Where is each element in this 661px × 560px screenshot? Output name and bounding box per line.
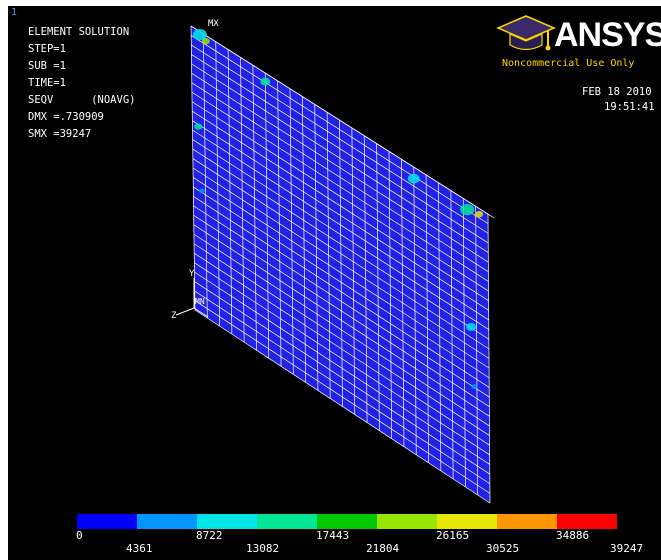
mesh-line-horizontal <box>191 63 489 253</box>
legend-label-top: 17443 <box>316 529 350 542</box>
max-marker: MX <box>208 19 219 29</box>
contour-legend <box>76 513 618 530</box>
legend-label-top: 8722 <box>196 529 223 542</box>
mesh-line-horizontal <box>193 196 490 388</box>
legend-band <box>137 514 197 529</box>
window-number: 1 <box>11 7 18 18</box>
step-label: STEP=1 <box>28 43 66 55</box>
mesh-line-horizontal <box>190 25 489 215</box>
legend-label-bottom: 13082 <box>246 542 280 555</box>
graduation-cap-icon <box>496 15 556 51</box>
noncommercial-notice: Noncommercial Use Only <box>502 58 635 69</box>
mesh-line-horizontal <box>194 309 491 504</box>
legend-label-bottom: 39247 <box>610 542 644 555</box>
mesh-line-horizontal <box>192 129 489 321</box>
legend-band <box>197 514 257 529</box>
result-item-label: SEQV (NOAVG) <box>28 94 136 106</box>
legend-band <box>377 514 437 529</box>
stress-hotspot <box>407 173 420 184</box>
mesh-line-horizontal <box>194 290 491 485</box>
stress-hotspots <box>192 29 484 390</box>
legend-band <box>77 514 137 529</box>
mesh-line-horizontal <box>193 205 490 398</box>
mesh-line-horizontal <box>192 110 489 301</box>
solution-title: ELEMENT SOLUTION <box>28 26 130 38</box>
legend-label-bottom: 4361 <box>126 542 153 555</box>
time-label-clock: 19:51:41 <box>604 101 655 113</box>
mesh-line-horizontal <box>191 54 489 244</box>
stress-hotspot <box>475 211 484 218</box>
mesh-line-horizontal <box>193 233 490 427</box>
date-label: FEB 18 2010 <box>582 86 652 98</box>
stress-hotspot <box>260 77 271 86</box>
plate-surface <box>191 26 490 503</box>
mesh-line-horizontal <box>192 177 490 369</box>
stress-hotspot <box>201 38 210 45</box>
mesh-line-horizontal <box>194 281 490 475</box>
mesh-line-horizontal <box>194 300 491 494</box>
legend-label-bottom: 30525 <box>486 542 520 555</box>
legend-label-top: 34886 <box>556 529 590 542</box>
legend-band <box>557 514 617 529</box>
legend-band <box>317 514 377 529</box>
mesh-line-horizontal <box>193 186 490 379</box>
mesh-line-horizontal <box>191 101 489 292</box>
legend-label-top: 26165 <box>436 529 470 542</box>
solution-info-panel: ELEMENT SOLUTION STEP=1 SUB =1 TIME=1 SE… <box>28 26 135 145</box>
fea-mesh-plot[interactable]: Y Z MX MN <box>8 6 661 506</box>
mesh-line-horizontal <box>193 215 490 407</box>
mesh-line-horizontal <box>191 91 489 282</box>
legend-band <box>437 514 497 529</box>
legend-band <box>257 514 317 529</box>
legend-band <box>497 514 557 529</box>
legend-label-bottom: 21804 <box>366 542 400 555</box>
mesh-line-horizontal <box>192 167 490 359</box>
mesh-line-horizontal <box>192 120 489 311</box>
max-stress-label: SMX =39247 <box>28 128 92 140</box>
legend-label-top: 0 <box>76 529 83 542</box>
stress-hotspot <box>466 322 477 331</box>
stress-hotspot <box>471 384 478 390</box>
axis-triad: Y Z <box>171 269 209 321</box>
mesh-line-horizontal <box>191 73 489 263</box>
mesh-line-horizontal <box>190 35 489 224</box>
mesh-line-horizontal <box>192 158 490 350</box>
mesh-line-horizontal <box>194 271 490 465</box>
stress-hotspot <box>460 204 475 216</box>
ansys-wordmark: ANSYS <box>554 16 661 54</box>
max-displacement-label: DMX =.730909 <box>28 111 104 123</box>
mesh-line-horizontal <box>192 139 489 330</box>
mesh-line-horizontal <box>192 148 490 340</box>
stress-hotspot <box>192 29 207 41</box>
stress-hotspot <box>199 188 206 194</box>
mesh-line-horizontal <box>194 252 490 446</box>
min-marker: MN <box>195 297 205 306</box>
mesh-line-horizontal <box>191 82 489 273</box>
plate-mesh <box>190 25 495 504</box>
mesh-line-horizontal <box>193 224 490 417</box>
graphics-window[interactable]: 1 ELEMENT SOLUTION STEP=1 SUB =1 TIME=1 … <box>8 6 661 560</box>
substep-label: SUB =1 <box>28 60 66 72</box>
mesh-line-horizontal <box>193 243 490 436</box>
time-label: TIME=1 <box>28 77 66 89</box>
z-axis-label: Z <box>171 311 177 321</box>
stress-hotspot <box>194 123 203 130</box>
y-axis-label: Y <box>189 269 195 279</box>
mesh-line-horizontal <box>194 262 490 456</box>
mesh-line-horizontal <box>191 44 489 234</box>
ansys-logo: ANSYS <box>496 10 661 70</box>
